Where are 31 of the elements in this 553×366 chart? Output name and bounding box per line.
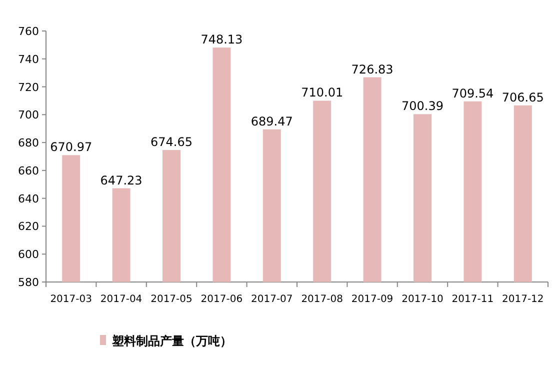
data-label: 700.39: [402, 99, 444, 114]
y-tick-label: 620: [18, 220, 39, 234]
data-label: 748.13: [200, 32, 243, 47]
x-tick-label: 2017-09: [351, 294, 394, 305]
x-tick-label: 2017-05: [150, 294, 192, 305]
data-label: 689.47: [250, 114, 293, 128]
y-tick-label: 600: [18, 248, 39, 262]
y-tick-label: 720: [18, 80, 39, 94]
y-tick-label: 760: [18, 25, 39, 38]
data-label: 710.01: [301, 86, 344, 100]
legend-label: 塑料制品产量（万吨）: [111, 334, 232, 348]
x-tick-label: 2017-11: [452, 294, 494, 305]
x-tick-label: 2017-12: [502, 294, 544, 305]
data-label: 647.23: [100, 173, 142, 188]
y-tick-label: 740: [18, 52, 39, 66]
y-tick-label: 660: [18, 164, 39, 178]
x-tick-label: 2017-04: [100, 294, 142, 305]
data-label: 674.65: [150, 135, 192, 150]
y-tick-label: 700: [18, 108, 39, 122]
y-tick-label: 640: [18, 192, 39, 206]
y-tick-label: 580: [18, 276, 39, 289]
data-label: 726.83: [351, 62, 394, 76]
y-tick-label: 680: [18, 136, 39, 150]
x-tick-label: 2017-06: [200, 294, 243, 305]
x-tick-label: 2017-10: [402, 294, 444, 305]
data-label: 709.54: [452, 86, 494, 100]
x-tick-label: 2017-08: [301, 294, 343, 305]
data-label: 670.97: [50, 140, 92, 154]
x-tick-label: 2017-03: [50, 294, 92, 305]
data-label: 706.65: [502, 90, 544, 104]
x-tick-label: 2017-07: [251, 294, 293, 305]
